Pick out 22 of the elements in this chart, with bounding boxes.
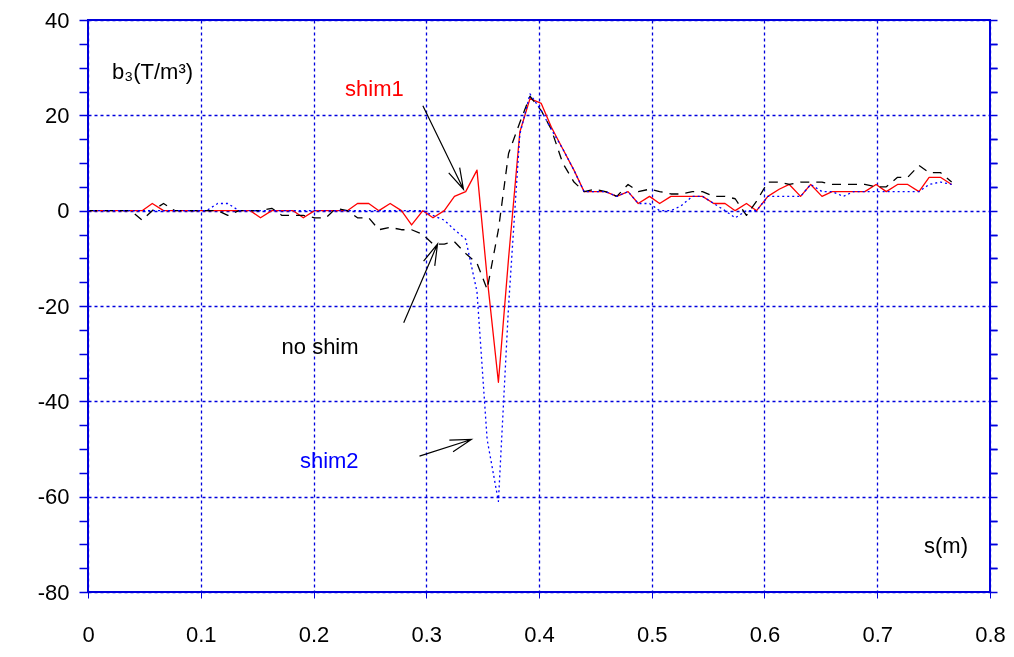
y-tick-label: 40 — [45, 7, 70, 33]
y-tick-label: -20 — [37, 293, 70, 319]
y-tick-label: 0 — [57, 198, 70, 224]
x-tick-label: 0.1 — [185, 621, 217, 647]
x-tick-label: 0.5 — [636, 621, 668, 647]
line-series — [87, 95, 953, 290]
x-tick-label: 0.8 — [975, 621, 1006, 647]
text: shim1 — [345, 76, 404, 102]
text: no shim — [281, 333, 359, 359]
x-tick-label: 0.7 — [862, 621, 894, 647]
y-tick-label: -60 — [37, 484, 70, 510]
x-tick-label: 0 — [82, 621, 95, 647]
text: shim2 — [299, 447, 359, 473]
x-axis-title: s(m) — [924, 533, 968, 558]
y-tick-label: -40 — [37, 388, 70, 414]
y-axis-title: b₃(T/m³) — [112, 59, 194, 84]
x-tick-label: 0.4 — [524, 621, 555, 647]
y-tick-label: -80 — [37, 579, 70, 605]
x-tick-label: 0.2 — [298, 621, 330, 647]
y-tick-label: 20 — [45, 102, 70, 128]
x-tick-label: 0.3 — [411, 621, 443, 647]
x-tick-label: 0.6 — [749, 621, 781, 647]
